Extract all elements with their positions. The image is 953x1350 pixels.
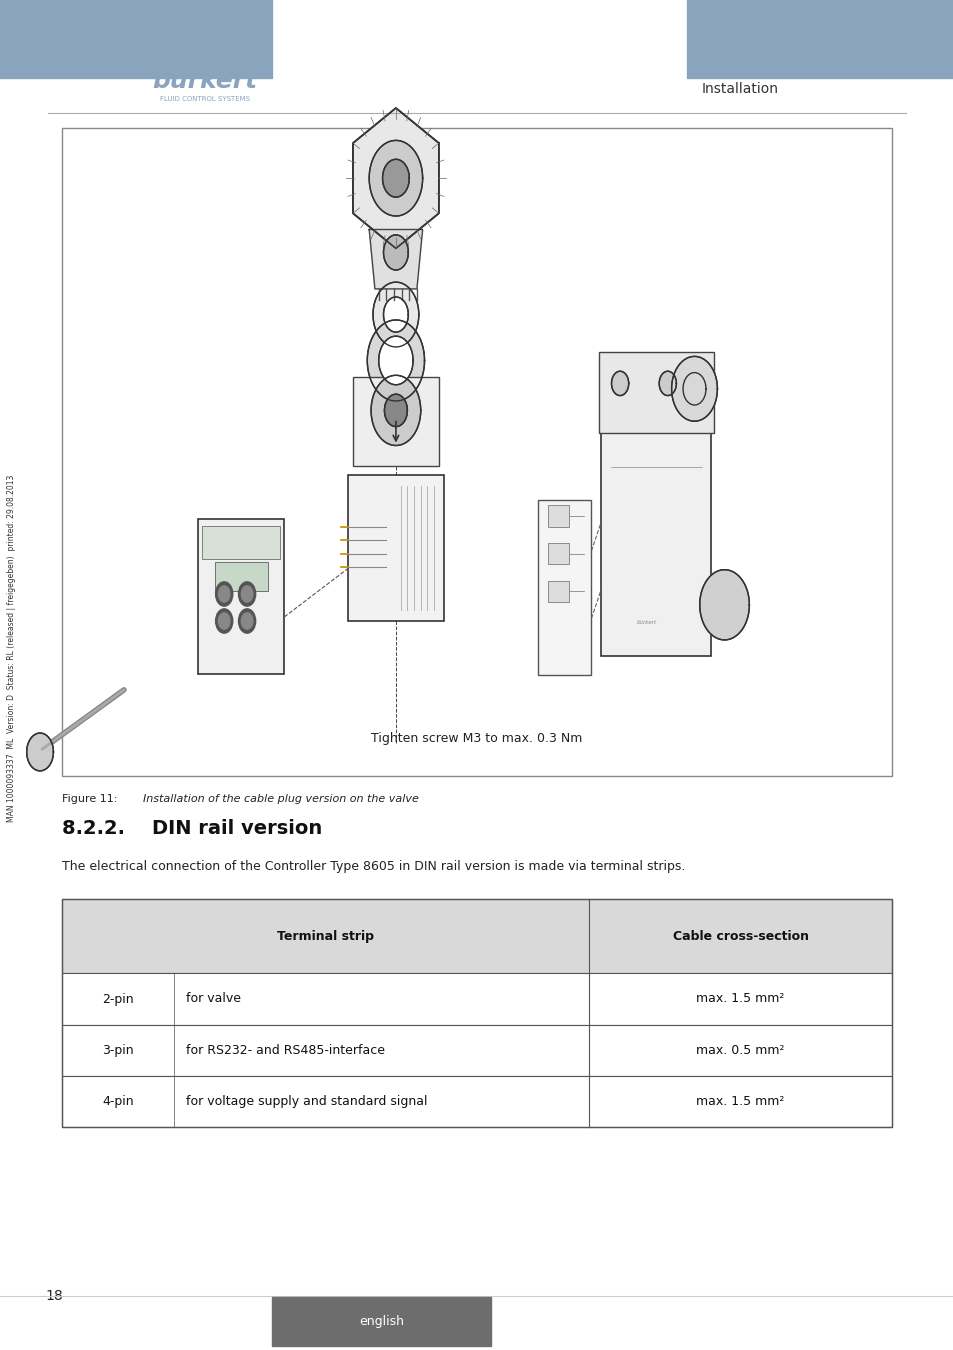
Text: for RS232- and RS485-interface: for RS232- and RS485-interface (185, 1044, 384, 1057)
Bar (600, 427, 710, 656)
Bar (348, 475, 443, 621)
Text: Tighten screw M3 to max. 0.3 Nm: Tighten screw M3 to max. 0.3 Nm (371, 732, 582, 745)
Polygon shape (383, 235, 408, 270)
Text: 4-pin: 4-pin (102, 1095, 133, 1108)
Bar (272, 1297, 491, 1346)
Text: max. 0.5 mm²: max. 0.5 mm² (696, 1044, 784, 1057)
Polygon shape (378, 336, 413, 385)
Bar (62, 1025, 891, 1076)
Polygon shape (700, 570, 748, 640)
Bar (198, 518, 284, 674)
Bar (62, 899, 891, 1127)
Bar (598, 352, 713, 433)
Bar (547, 505, 568, 526)
Text: for voltage supply and standard signal: for voltage supply and standard signal (185, 1095, 427, 1108)
Bar (686, 0, 953, 78)
Polygon shape (671, 356, 717, 421)
Bar (0, 0, 272, 78)
Bar (62, 1076, 891, 1127)
Bar (62, 973, 891, 1025)
Bar (537, 500, 591, 675)
Text: 18: 18 (46, 1289, 64, 1303)
Bar (353, 377, 438, 466)
Polygon shape (659, 371, 676, 396)
Circle shape (238, 609, 255, 633)
Text: for valve: for valve (185, 992, 240, 1006)
Text: The electrical connection of the Controller Type 8605 in DIN rail version is mad: The electrical connection of the Control… (62, 860, 684, 873)
Text: Installation of the cable plug version on the valve: Installation of the cable plug version o… (143, 794, 418, 803)
Polygon shape (369, 230, 422, 289)
Circle shape (238, 582, 255, 606)
Bar (214, 562, 268, 591)
Polygon shape (369, 140, 422, 216)
Circle shape (218, 613, 230, 629)
Polygon shape (353, 108, 438, 248)
Text: Type 8605: Type 8605 (700, 57, 788, 73)
Polygon shape (384, 394, 407, 427)
Text: Cable cross-section: Cable cross-section (672, 930, 808, 942)
Circle shape (215, 582, 233, 606)
Polygon shape (382, 159, 409, 197)
Bar (202, 526, 280, 559)
Text: Figure 11:: Figure 11: (62, 794, 117, 803)
Polygon shape (27, 733, 53, 771)
Text: 2-pin: 2-pin (102, 992, 133, 1006)
Text: Installation: Installation (700, 82, 778, 96)
Polygon shape (371, 375, 420, 446)
Circle shape (241, 586, 253, 602)
Text: FLUID CONTROL SYSTEMS: FLUID CONTROL SYSTEMS (160, 96, 250, 101)
Circle shape (215, 609, 233, 633)
Bar (547, 580, 568, 602)
Bar (547, 543, 568, 564)
Text: bürkert: bürkert (231, 540, 252, 545)
Bar (62, 128, 891, 776)
Text: max. 1.5 mm²: max. 1.5 mm² (696, 992, 784, 1006)
Text: bürkert: bürkert (152, 69, 257, 93)
Text: max. 1.5 mm²: max. 1.5 mm² (696, 1095, 784, 1108)
Text: MAN 1000093337  ML  Version: D  Status: RL (released | freigegeben)  printed: 29: MAN 1000093337 ML Version: D Status: RL … (7, 474, 16, 822)
Text: 8.2.2.    DIN rail version: 8.2.2. DIN rail version (62, 819, 322, 838)
Text: Terminal strip: Terminal strip (276, 930, 374, 942)
Text: 3-pin: 3-pin (102, 1044, 133, 1057)
Polygon shape (367, 320, 424, 401)
Text: english: english (358, 1315, 404, 1328)
Polygon shape (373, 282, 418, 347)
Polygon shape (383, 297, 408, 332)
Polygon shape (611, 371, 628, 396)
Bar (62, 899, 891, 973)
Text: bürkert: bürkert (636, 620, 657, 625)
Circle shape (241, 613, 253, 629)
Circle shape (218, 586, 230, 602)
